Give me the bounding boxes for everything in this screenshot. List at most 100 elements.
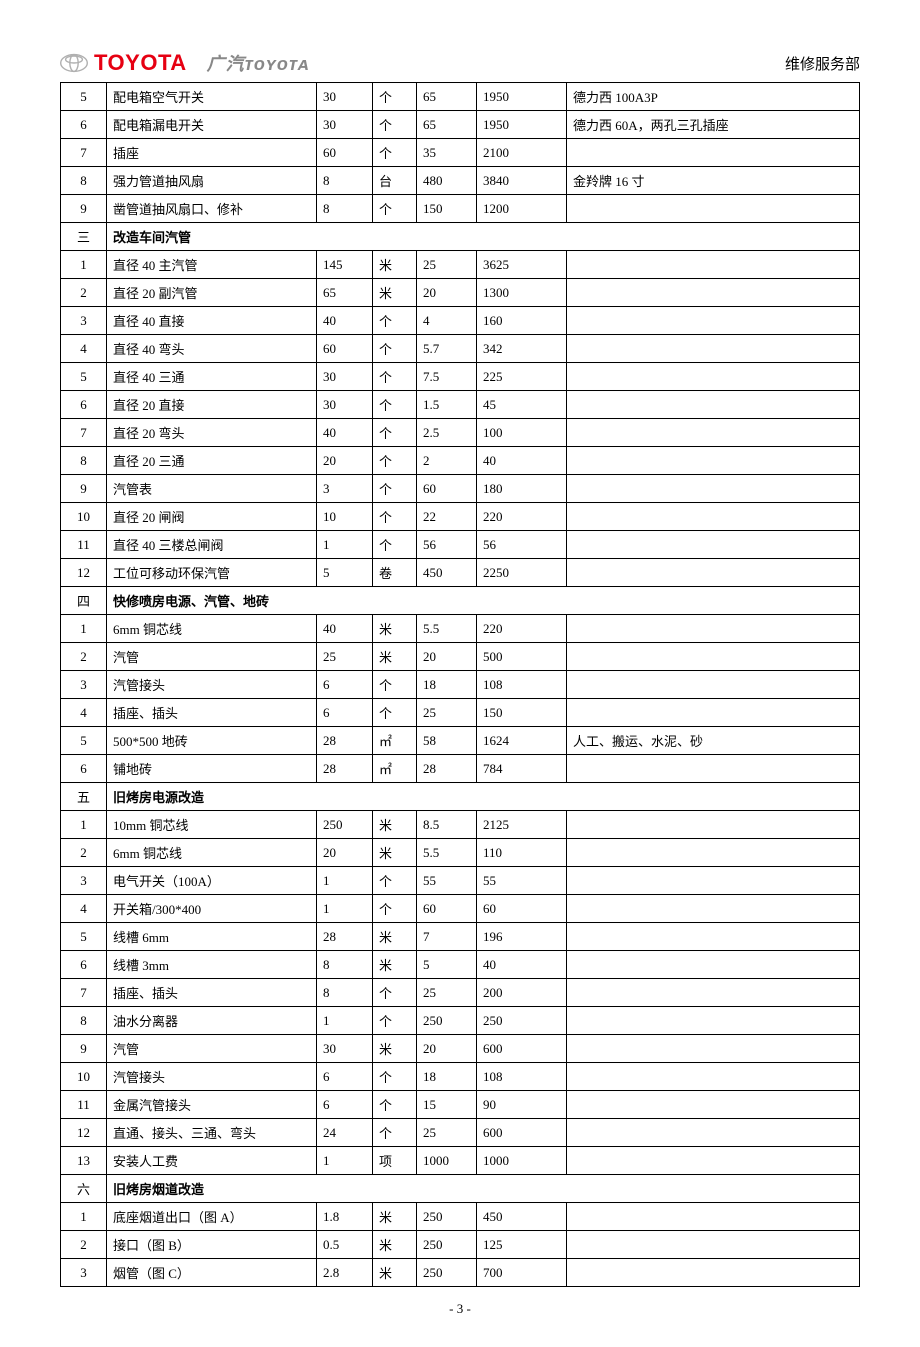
row-note — [567, 279, 860, 307]
row-note — [567, 1091, 860, 1119]
row-unit: 个 — [373, 447, 417, 475]
table-row: 6铺地砖28㎡28784 — [61, 755, 860, 783]
row-subtotal: 220 — [477, 503, 567, 531]
section-row: 六旧烤房烟道改造 — [61, 1175, 860, 1203]
row-subtotal: 160 — [477, 307, 567, 335]
row-note — [567, 1035, 860, 1063]
row-index: 4 — [61, 699, 107, 727]
row-index: 5 — [61, 83, 107, 111]
table-row: 5线槽 6mm28米7196 — [61, 923, 860, 951]
row-price: 60 — [417, 475, 477, 503]
sub-brand-name: 广汽ᴛᴏʏᴏᴛᴀ — [207, 50, 310, 76]
row-qty: 20 — [317, 839, 373, 867]
row-name: 500*500 地砖 — [107, 727, 317, 755]
row-unit: 个 — [373, 1063, 417, 1091]
department-label: 维修服务部 — [785, 53, 860, 76]
row-subtotal: 1950 — [477, 83, 567, 111]
row-subtotal: 250 — [477, 1007, 567, 1035]
row-index: 1 — [61, 615, 107, 643]
row-price: 22 — [417, 503, 477, 531]
row-price: 18 — [417, 671, 477, 699]
page-header: TOYOTA 广汽ᴛᴏʏᴏᴛᴀ 维修服务部 — [60, 50, 860, 76]
cost-table: 5配电箱空气开关30个651950德力西 100A3P6配电箱漏电开关30个65… — [60, 82, 860, 1287]
row-qty: 3 — [317, 475, 373, 503]
row-note — [567, 1063, 860, 1091]
row-note — [567, 699, 860, 727]
row-subtotal: 2100 — [477, 139, 567, 167]
row-index: 8 — [61, 447, 107, 475]
row-note — [567, 503, 860, 531]
table-row: 7直径 20 弯头40个2.5100 — [61, 419, 860, 447]
row-subtotal: 3625 — [477, 251, 567, 279]
row-subtotal: 1950 — [477, 111, 567, 139]
row-price: 7 — [417, 923, 477, 951]
row-price: 58 — [417, 727, 477, 755]
row-qty: 65 — [317, 279, 373, 307]
row-name: 汽管接头 — [107, 1063, 317, 1091]
table-row: 3汽管接头6个18108 — [61, 671, 860, 699]
row-index: 8 — [61, 1007, 107, 1035]
section-row: 五旧烤房电源改造 — [61, 783, 860, 811]
row-unit: 个 — [373, 111, 417, 139]
row-price: 2.5 — [417, 419, 477, 447]
row-name: 配电箱空气开关 — [107, 83, 317, 111]
row-qty: 8 — [317, 167, 373, 195]
row-unit: 米 — [373, 1231, 417, 1259]
row-subtotal: 1200 — [477, 195, 567, 223]
row-name: 油水分离器 — [107, 1007, 317, 1035]
row-unit: 个 — [373, 1007, 417, 1035]
row-price: 250 — [417, 1007, 477, 1035]
row-unit: 米 — [373, 811, 417, 839]
row-note: 人工、搬运、水泥、砂 — [567, 727, 860, 755]
table-row: 26mm 铜芯线20米5.5110 — [61, 839, 860, 867]
row-qty: 5 — [317, 559, 373, 587]
row-name: 10mm 铜芯线 — [107, 811, 317, 839]
row-name: 电气开关（100A） — [107, 867, 317, 895]
row-subtotal: 3840 — [477, 167, 567, 195]
row-index: 1 — [61, 251, 107, 279]
row-index: 2 — [61, 643, 107, 671]
table-row: 6直径 20 直接30个1.545 — [61, 391, 860, 419]
row-subtotal: 200 — [477, 979, 567, 1007]
row-price: 5.5 — [417, 615, 477, 643]
row-subtotal: 55 — [477, 867, 567, 895]
row-index: 1 — [61, 1203, 107, 1231]
row-note — [567, 1203, 860, 1231]
row-note — [567, 335, 860, 363]
row-qty: 28 — [317, 755, 373, 783]
table-row: 5直径 40 三通30个7.5225 — [61, 363, 860, 391]
row-unit: ㎡ — [373, 727, 417, 755]
row-unit: 米 — [373, 643, 417, 671]
row-qty: 8 — [317, 979, 373, 1007]
table-row: 3电气开关（100A）1个5555 — [61, 867, 860, 895]
row-price: 5.7 — [417, 335, 477, 363]
row-note — [567, 1259, 860, 1287]
row-index: 7 — [61, 139, 107, 167]
table-row: 2直径 20 副汽管65米201300 — [61, 279, 860, 307]
row-index: 10 — [61, 1063, 107, 1091]
row-name: 直径 20 直接 — [107, 391, 317, 419]
row-note — [567, 643, 860, 671]
row-name: 直径 40 直接 — [107, 307, 317, 335]
row-unit: 个 — [373, 895, 417, 923]
table-row: 13安装人工费1项10001000 — [61, 1147, 860, 1175]
section-index: 五 — [61, 783, 107, 811]
row-price: 65 — [417, 83, 477, 111]
table-row: 9汽管表3个60180 — [61, 475, 860, 503]
row-qty: 60 — [317, 335, 373, 363]
row-price: 56 — [417, 531, 477, 559]
row-qty: 30 — [317, 363, 373, 391]
row-name: 线槽 6mm — [107, 923, 317, 951]
row-price: 20 — [417, 643, 477, 671]
row-name: 直径 20 弯头 — [107, 419, 317, 447]
row-index: 2 — [61, 839, 107, 867]
row-qty: 30 — [317, 83, 373, 111]
row-price: 2 — [417, 447, 477, 475]
row-note: 德力西 60A，两孔三孔插座 — [567, 111, 860, 139]
table-row: 10直径 20 闸阀10个22220 — [61, 503, 860, 531]
row-subtotal: 125 — [477, 1231, 567, 1259]
row-subtotal: 1300 — [477, 279, 567, 307]
row-qty: 6 — [317, 1063, 373, 1091]
row-index: 11 — [61, 1091, 107, 1119]
row-qty: 30 — [317, 1035, 373, 1063]
